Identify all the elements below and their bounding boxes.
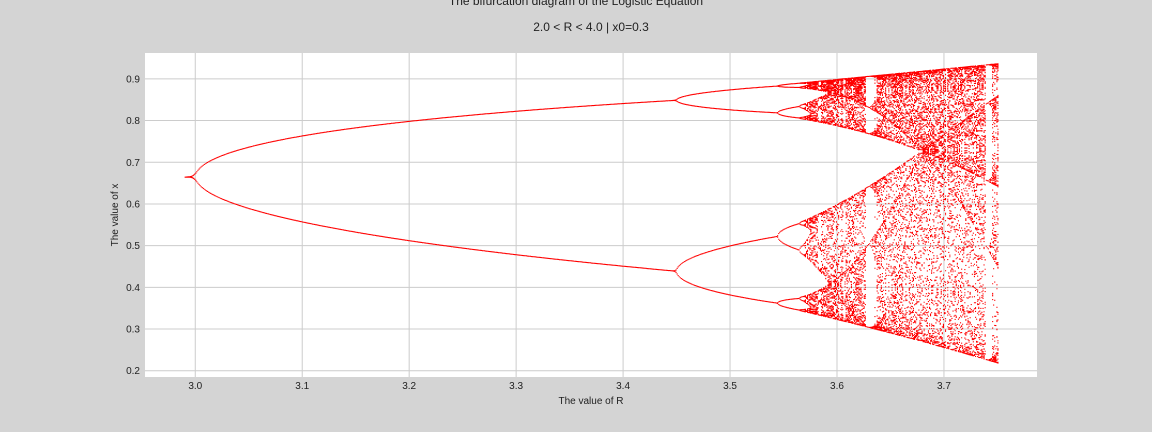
y-tick-label: 0.5 [126, 241, 140, 252]
y-tick-label: 0.9 [126, 74, 140, 85]
y-tick-label: 0.8 [126, 116, 140, 127]
x-tick-label: 3.6 [830, 381, 844, 392]
x-tick-label: 3.7 [937, 381, 951, 392]
y-tick-label: 0.7 [126, 158, 140, 169]
y-tick-label: 0.3 [126, 325, 140, 336]
x-tick-label: 3.0 [188, 381, 202, 392]
x-tick-label: 3.1 [295, 381, 309, 392]
x-tick-label: 3.4 [616, 381, 630, 392]
y-tick-label: 0.4 [126, 283, 140, 294]
y-axis-label: The value of x [110, 184, 121, 247]
tick-labels: 3.0 3.1 3.2 3.3 3.4 3.5 3.6 3.7 0.9 0.8 0.7 0.6 0.5 0… [126, 74, 951, 392]
x-tick-label: 3.5 [723, 381, 737, 392]
chart-subtitle: 2.0 < R < 4.0 | x0=0.3 [533, 20, 649, 34]
data-points [184, 63, 999, 364]
x-axis-label: The value of R [558, 396, 623, 407]
bifurcation-points [184, 63, 999, 364]
x-tick-label: 3.2 [402, 381, 416, 392]
x-tick-label: 3.3 [509, 381, 523, 392]
chart-title: The bifurcation diagram of the Logistic … [448, 0, 704, 8]
y-tick-label: 0.6 [126, 199, 140, 210]
y-tick-label: 0.2 [126, 366, 140, 377]
